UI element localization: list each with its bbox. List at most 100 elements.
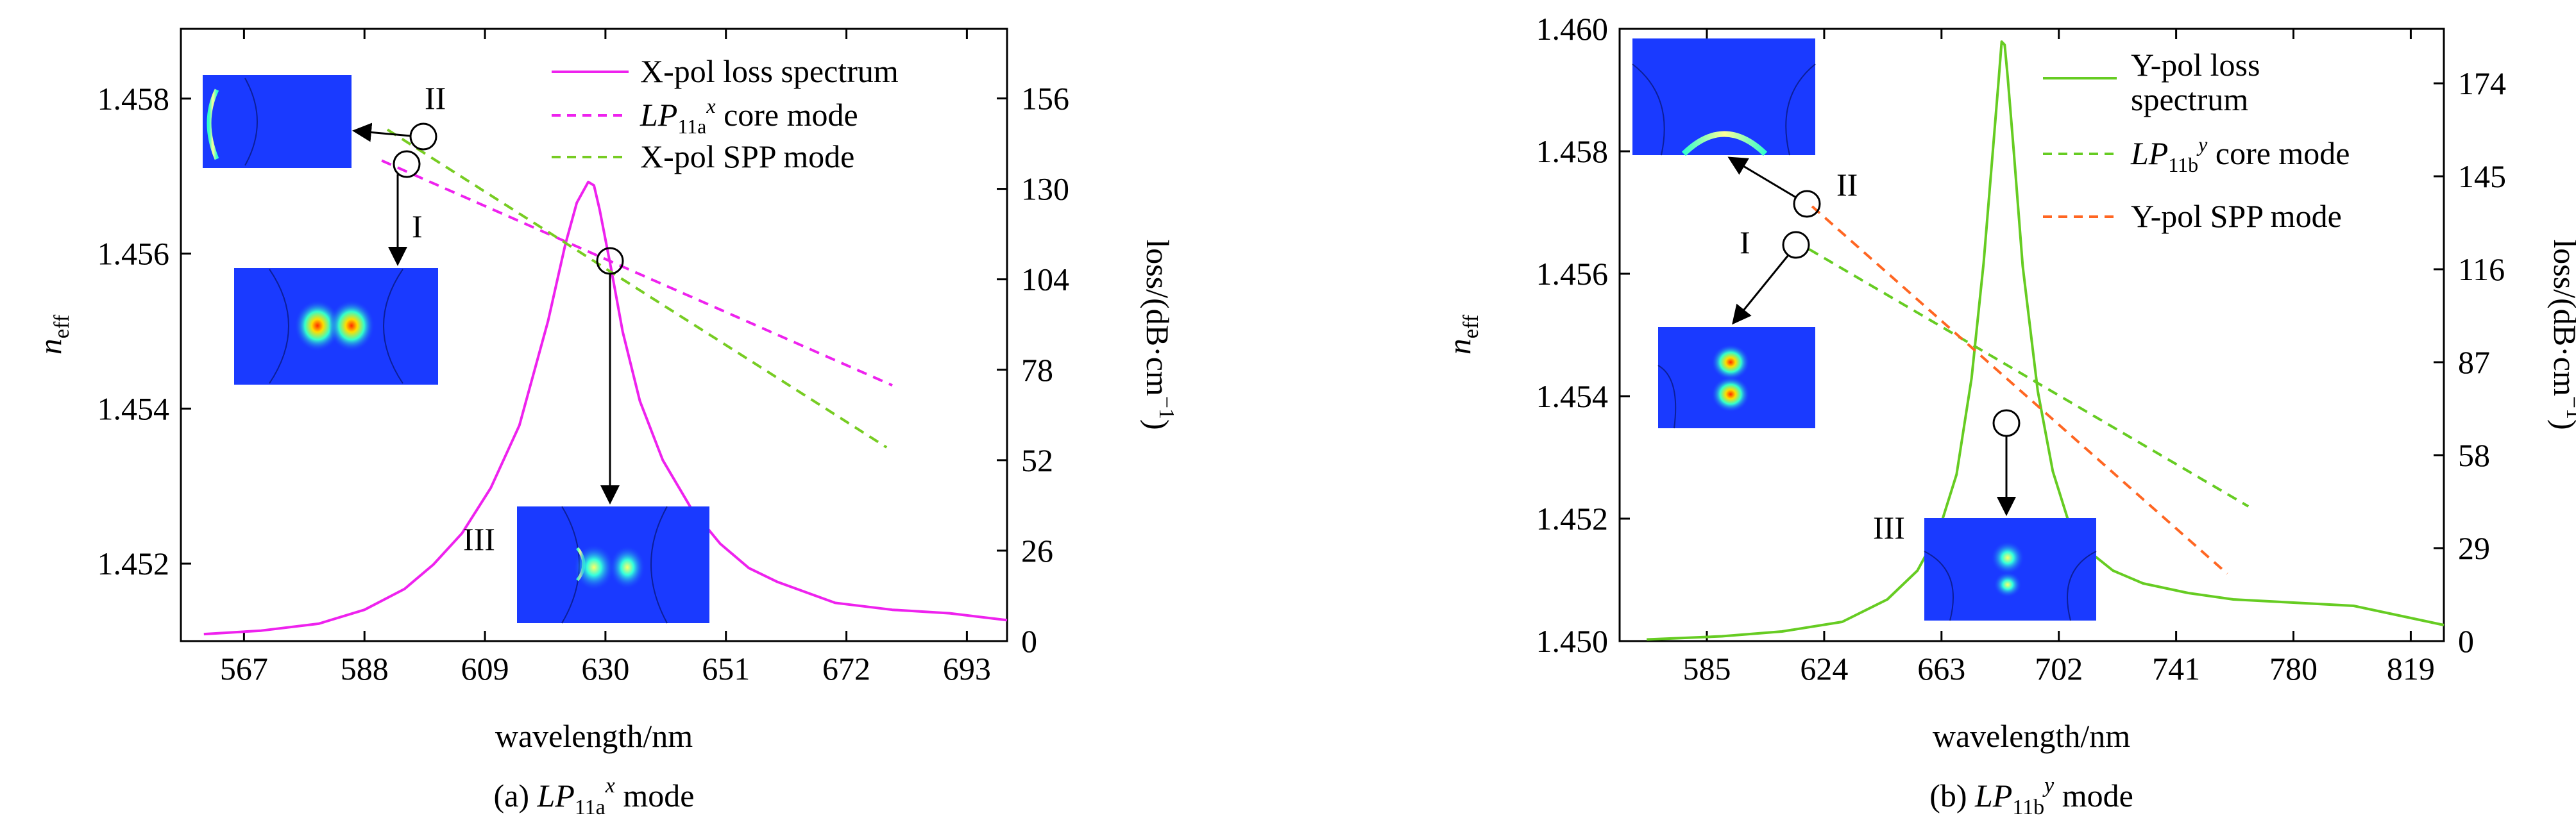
y-left-tick-label: 1.454 bbox=[1536, 378, 1609, 414]
y-right-tick-label: 116 bbox=[2458, 251, 2505, 287]
caption-sub: 11a bbox=[575, 796, 606, 819]
x-tick-label: 693 bbox=[943, 651, 991, 687]
legend-label-spp: X-pol SPP mode bbox=[640, 138, 854, 174]
x-tick-label: 741 bbox=[2152, 651, 2200, 687]
arrow-ii bbox=[1727, 156, 1797, 199]
y-right-title-main: loss/(dB·cm bbox=[1140, 239, 1176, 396]
y-left-tick-label: 1.454 bbox=[97, 390, 170, 426]
y-left-tick-label: 1.450 bbox=[1536, 623, 1609, 659]
y-axis-right: 0 29 58 87 116 145 174 bbox=[2434, 65, 2506, 659]
label-i: I bbox=[1740, 224, 1750, 260]
series-line-0 bbox=[203, 180, 1008, 636]
y-right-title-close: ) bbox=[2547, 419, 2576, 430]
y-left-tick-label: 1.460 bbox=[1536, 11, 1609, 47]
caption-sup: y bbox=[2042, 774, 2055, 798]
y-left-tick-label: 1.456 bbox=[97, 236, 170, 272]
y-left-title-main: n bbox=[1441, 338, 1477, 355]
x-tick-label: 651 bbox=[702, 651, 750, 687]
legend: Y-pol loss spectrum LP11by core mode Y-p… bbox=[2043, 47, 2350, 234]
caption-prefix: (a) bbox=[494, 778, 538, 814]
x-tick-label: 819 bbox=[2387, 651, 2435, 687]
mode-inset-iii bbox=[517, 506, 709, 624]
y-left-tick-label: 1.452 bbox=[97, 546, 170, 581]
legend-core-sub: 11a bbox=[677, 115, 706, 138]
panel-caption: (b) LP11by mode bbox=[1929, 774, 2133, 819]
marker-i bbox=[1782, 231, 1810, 259]
y-right-tick-label: 156 bbox=[1021, 81, 1069, 117]
y-axis-left-title: neff bbox=[32, 314, 74, 355]
caption-suffix: mode bbox=[2054, 778, 2133, 814]
x-tick-label: 624 bbox=[1800, 651, 1848, 687]
y-left-tick-label: 1.452 bbox=[1536, 501, 1609, 537]
x-tick-label: 630 bbox=[581, 651, 629, 687]
marker-i bbox=[393, 150, 421, 178]
legend-core-main: LP bbox=[640, 97, 677, 133]
caption-mode: LP bbox=[537, 778, 575, 814]
y-right-tick-label: 104 bbox=[1021, 262, 1069, 297]
annotation-markers: II I III bbox=[352, 80, 624, 557]
y-right-tick-label: 29 bbox=[2458, 530, 2490, 566]
legend-core-after: core mode bbox=[716, 97, 858, 133]
legend-label-loss: X-pol loss spectrum bbox=[640, 53, 899, 89]
y-right-tick-label: 87 bbox=[2458, 344, 2490, 380]
series-group bbox=[1647, 40, 2445, 641]
marker-ii bbox=[1793, 190, 1821, 218]
y-left-tick-label: 1.458 bbox=[97, 81, 170, 117]
series-line-1 bbox=[1808, 248, 2250, 508]
marker-iii bbox=[1992, 409, 2021, 437]
legend-label-spp: Y-pol SPP mode bbox=[2131, 198, 2342, 234]
mode-inset-iii bbox=[1924, 518, 2097, 621]
x-tick-label: 780 bbox=[2269, 651, 2318, 687]
legend-core-after: core mode bbox=[2207, 135, 2350, 171]
y-right-tick-label: 52 bbox=[1021, 442, 1053, 478]
caption-sup: x bbox=[605, 774, 615, 798]
x-tick-label: 588 bbox=[341, 651, 389, 687]
caption-suffix: mode bbox=[615, 778, 695, 814]
mode-inset-ii bbox=[1632, 38, 1816, 156]
y-axis-right-title: loss/(dB·cm−1) bbox=[2547, 239, 2576, 430]
y-left-tick-label: 1.456 bbox=[1536, 256, 1609, 292]
mode-inset-i bbox=[234, 268, 438, 385]
legend-core-sup: x bbox=[706, 94, 715, 117]
y-axis-left-title: neff bbox=[1441, 314, 1483, 355]
y-right-tick-label: 78 bbox=[1021, 352, 1053, 388]
y-axis-right: 0 26 52 78 104 130 156 bbox=[997, 81, 1069, 659]
y-left-title-main: n bbox=[32, 338, 68, 355]
y-axis-left: 1.452 1.454 1.456 1.458 bbox=[97, 81, 191, 581]
y-left-tick-label: 1.458 bbox=[1536, 133, 1609, 169]
y-right-tick-label: 145 bbox=[2458, 158, 2506, 194]
legend-core-sub: 11b bbox=[2168, 153, 2198, 176]
x-tick-label: 609 bbox=[461, 651, 509, 687]
annotation-markers: II I III bbox=[1727, 156, 2021, 546]
mode-inset-i bbox=[1657, 327, 1815, 429]
legend-label-loss: Y-pol loss bbox=[2131, 47, 2260, 83]
arrow-ii bbox=[352, 122, 411, 142]
marker-ii bbox=[409, 122, 437, 151]
y-right-title-main: loss/(dB·cm bbox=[2547, 239, 2576, 396]
x-tick-label: 567 bbox=[220, 651, 268, 687]
legend-core-sup: y bbox=[2196, 133, 2208, 156]
panel-caption: (a) LP11ax mode bbox=[494, 774, 695, 819]
panel-a: 567 588 609 630 651 672 693 1.4521.4541.4561.4… bbox=[32, 28, 1178, 819]
y-right-tick-label: 0 bbox=[2458, 623, 2474, 659]
x-tick-label: 663 bbox=[1917, 651, 1965, 687]
y-left-title-sub: eff bbox=[50, 314, 74, 338]
y-right-title-close: ) bbox=[1140, 419, 1176, 430]
y-right-tick-label: 130 bbox=[1021, 171, 1069, 207]
legend: X-pol loss spectrum LP11ax core mode X-p… bbox=[552, 53, 899, 174]
y-right-tick-label: 58 bbox=[2458, 437, 2490, 473]
legend-label-core: LP11by core mode bbox=[2130, 133, 2350, 176]
x-axis-title: wavelength/nm bbox=[1933, 718, 2130, 754]
y-right-tick-label: 26 bbox=[1021, 533, 1053, 569]
label-i: I bbox=[412, 208, 423, 244]
x-axis: 585 624 663 702 741 780 819 bbox=[1683, 29, 2435, 687]
caption-prefix: (b) bbox=[1929, 778, 1975, 814]
series-group bbox=[203, 128, 1008, 636]
x-tick-label: 672 bbox=[822, 651, 870, 687]
series-line-2 bbox=[386, 128, 888, 449]
y-right-title-sup: −1 bbox=[1155, 396, 1178, 419]
y-left-title-sub: eff bbox=[1459, 314, 1483, 338]
label-iii: III bbox=[1873, 510, 1905, 546]
series-line-0 bbox=[1647, 40, 2445, 641]
